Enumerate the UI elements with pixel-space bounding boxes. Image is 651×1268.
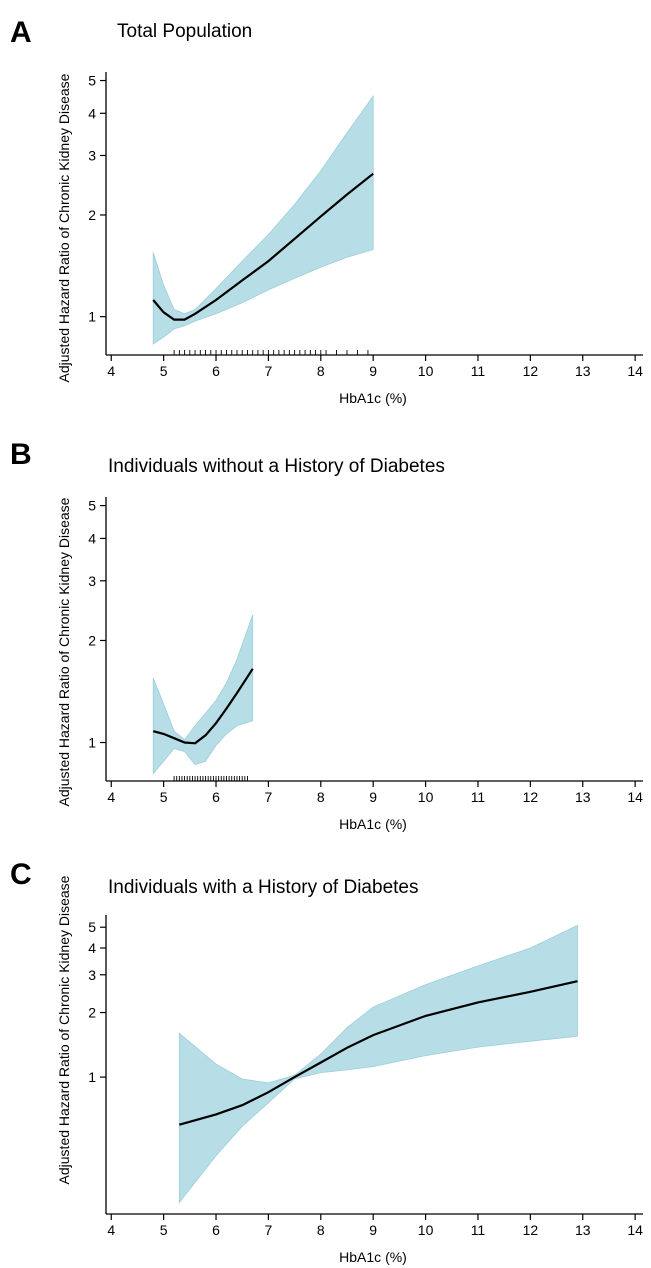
x-axis-label: HbA1c (%) bbox=[339, 816, 407, 832]
y-tick-label: 1 bbox=[88, 735, 96, 751]
panel-a: A Total Population Adjusted Hazard Ratio… bbox=[10, 16, 643, 406]
y-tick-label: 3 bbox=[88, 147, 96, 163]
y-tick-label: 5 bbox=[88, 919, 96, 935]
x-tick-label: 5 bbox=[160, 789, 168, 805]
x-tick-label: 13 bbox=[575, 1222, 591, 1238]
y-axis-label: Adjusted Hazard Ratio of Chronic Kidney … bbox=[56, 875, 72, 1184]
y-tick-label: 5 bbox=[88, 498, 96, 514]
confidence-band bbox=[152, 94, 374, 345]
y-tick-label: 5 bbox=[88, 73, 96, 89]
x-tick-label: 10 bbox=[418, 789, 434, 805]
x-axis-label: HbA1c (%) bbox=[339, 390, 407, 406]
y-axis-label: Adjusted Hazard Ratio of Chronic Kidney … bbox=[56, 73, 72, 382]
x-tick-label: 11 bbox=[471, 363, 486, 379]
confidence-band bbox=[178, 924, 578, 1204]
y-tick-label: 1 bbox=[88, 1069, 96, 1085]
x-tick-label: 6 bbox=[212, 789, 220, 805]
y-tick-label: 4 bbox=[88, 105, 96, 121]
y-tick-label: 4 bbox=[88, 940, 96, 956]
panel-title: Total Population bbox=[117, 21, 252, 42]
x-tick-label: 12 bbox=[523, 363, 539, 379]
x-tick-label: 10 bbox=[418, 1222, 434, 1238]
y-tick-label: 3 bbox=[88, 573, 96, 589]
x-tick-label: 12 bbox=[523, 1222, 539, 1238]
x-tick-label: 6 bbox=[212, 363, 220, 379]
confidence-band bbox=[152, 614, 254, 775]
x-tick-label: 5 bbox=[160, 1222, 168, 1238]
y-tick-label: 2 bbox=[88, 1005, 96, 1021]
y-axis-label: Adjusted Hazard Ratio of Chronic Kidney … bbox=[56, 497, 72, 806]
panel-label: B bbox=[10, 438, 32, 471]
x-tick-label: 9 bbox=[369, 1222, 377, 1238]
y-tick-label: 4 bbox=[88, 530, 96, 546]
x-tick-label: 5 bbox=[160, 363, 168, 379]
x-tick-label: 8 bbox=[317, 363, 325, 379]
hazard-ratio-line bbox=[179, 980, 578, 1126]
x-tick-label: 11 bbox=[471, 789, 486, 805]
hazard-ratio-line bbox=[152, 172, 374, 321]
x-tick-label: 13 bbox=[575, 789, 591, 805]
panel-title: Individuals with a History of Diabetes bbox=[108, 877, 418, 898]
panel-label: A bbox=[10, 16, 32, 49]
x-tick-label: 9 bbox=[369, 363, 377, 379]
x-tick-label: 7 bbox=[265, 1222, 273, 1238]
x-tick-label: 4 bbox=[107, 789, 115, 805]
x-tick-label: 6 bbox=[212, 1222, 220, 1238]
panel-label: C bbox=[10, 858, 32, 891]
panel-c: C Individuals with a History of Diabetes… bbox=[10, 858, 643, 1265]
y-tick-label: 3 bbox=[88, 967, 96, 983]
x-tick-label: 8 bbox=[317, 789, 325, 805]
x-tick-label: 9 bbox=[369, 789, 377, 805]
panel-b: B Individuals without a History of Diabe… bbox=[10, 438, 643, 832]
x-axis-label: HbA1c (%) bbox=[339, 1249, 407, 1265]
y-tick-label: 1 bbox=[88, 309, 96, 325]
x-tick-label: 4 bbox=[107, 1222, 115, 1238]
x-tick-label: 13 bbox=[575, 363, 591, 379]
x-tick-label: 14 bbox=[627, 363, 643, 379]
x-tick-label: 14 bbox=[627, 789, 643, 805]
x-tick-label: 7 bbox=[265, 363, 273, 379]
x-tick-label: 10 bbox=[418, 363, 434, 379]
x-tick-label: 4 bbox=[107, 363, 115, 379]
y-tick-label: 2 bbox=[88, 632, 96, 648]
x-tick-label: 11 bbox=[471, 1222, 486, 1238]
x-tick-label: 12 bbox=[523, 789, 539, 805]
x-tick-label: 14 bbox=[627, 1222, 643, 1238]
x-tick-label: 8 bbox=[317, 1222, 325, 1238]
x-tick-label: 7 bbox=[265, 789, 273, 805]
hazard-ratio-line bbox=[152, 668, 254, 745]
panel-title: Individuals without a History of Diabete… bbox=[108, 456, 445, 477]
y-tick-label: 2 bbox=[88, 207, 96, 223]
